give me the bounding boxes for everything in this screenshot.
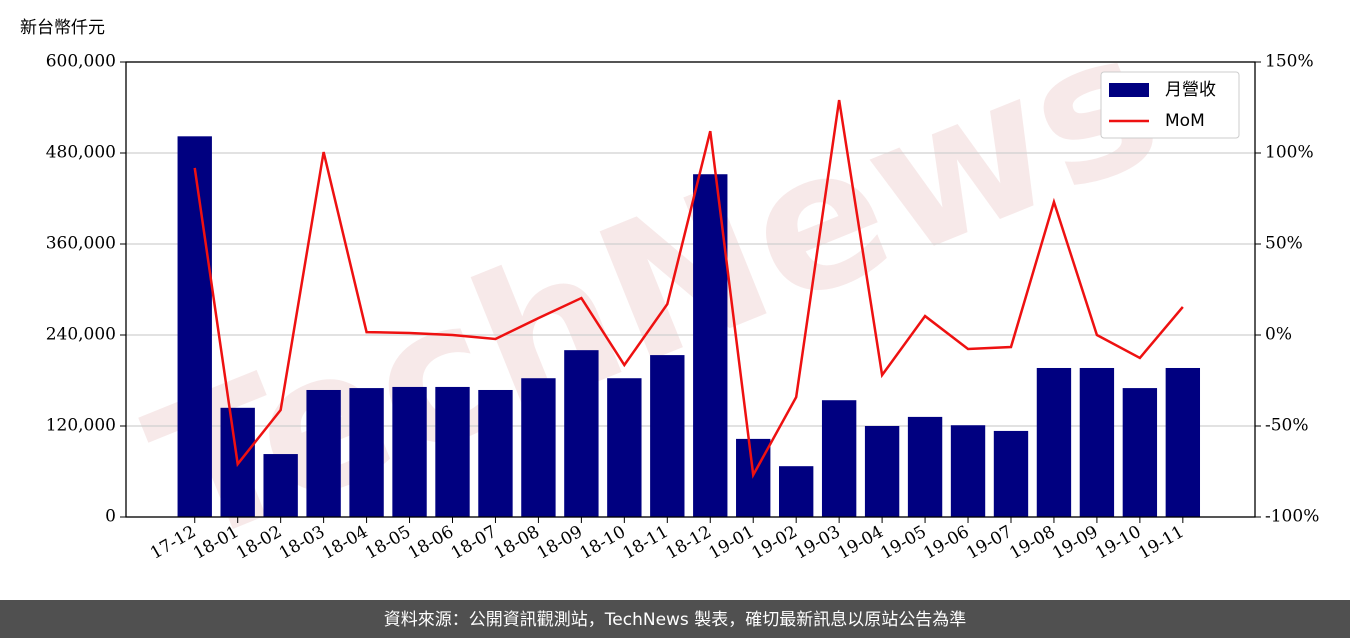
bar [521,378,556,517]
legend-label: 月營收 [1165,80,1216,100]
legend-swatch [1109,83,1149,97]
bar [778,466,814,517]
x-tick-label: 19-09 [1049,522,1101,564]
line [193,99,1184,479]
y-tick-label: 480,000 [46,143,116,163]
x-tick-label: 19-07 [963,522,1015,564]
x-tick-label: 18-11 [620,522,672,564]
x-tick-label: 18-05 [362,522,414,564]
bar [650,355,685,517]
x-tick-label: 19-01 [706,522,758,564]
bar [478,389,513,517]
bar [993,430,1029,517]
bar [1122,388,1158,517]
bar [864,426,900,517]
x-tick-label: 18-08 [491,522,543,564]
plot-frame [125,61,1256,518]
bar [1036,367,1072,517]
y-axis-unit: 新台幣仟元 [20,18,105,38]
bar [177,136,212,518]
x-tick-label: 18-12 [663,522,715,564]
y2-tick-label: -50% [1265,416,1309,436]
legend-label: MoM [1165,111,1205,131]
bar [907,416,943,517]
y-tick-label: 120,000 [46,416,116,436]
x-tick-label: 19-05 [877,522,929,564]
x-tick-label: 19-02 [748,522,800,564]
x-tick-label: 18-10 [577,522,629,564]
x-tick-label: 18-06 [405,522,457,564]
bar [1165,367,1201,517]
x-tick-label: 19-08 [1006,522,1058,564]
y-tick-label: 600,000 [46,52,116,72]
y-tick-label: 0 [105,507,116,527]
bar [306,389,341,517]
bar [564,350,599,517]
x-tick-label: 18-09 [534,522,586,564]
y2-tick-label: -100% [1265,507,1319,527]
x-tick-label: 17-12 [147,522,199,564]
bar [607,378,642,517]
y-tick-label: 360,000 [46,234,116,254]
x-tick-label: 19-04 [834,522,886,564]
y2-tick-label: 150% [1265,52,1314,72]
bar [349,388,384,517]
y-tick-label: 240,000 [46,325,116,345]
footer-bar [0,600,1350,638]
bar [950,425,986,517]
bar [263,454,298,517]
bar [392,386,427,517]
y2-tick-label: 50% [1265,234,1303,254]
bar [821,400,857,517]
x-tick-label: 19-10 [1092,522,1144,564]
y2-tick-label: 100% [1265,143,1314,163]
y2-tick-label: 0% [1265,325,1292,345]
x-tick-label: 19-11 [1135,522,1187,564]
x-tick-label: 19-06 [920,522,972,564]
bar [435,386,470,517]
bar [1079,367,1115,517]
x-tick-label: 18-07 [448,522,500,564]
footer-text: 資料來源：公開資訊觀測站，TechNews 製表，確切最新訊息以原站公告為準 [384,610,966,630]
x-tick-label: 19-03 [791,522,843,564]
